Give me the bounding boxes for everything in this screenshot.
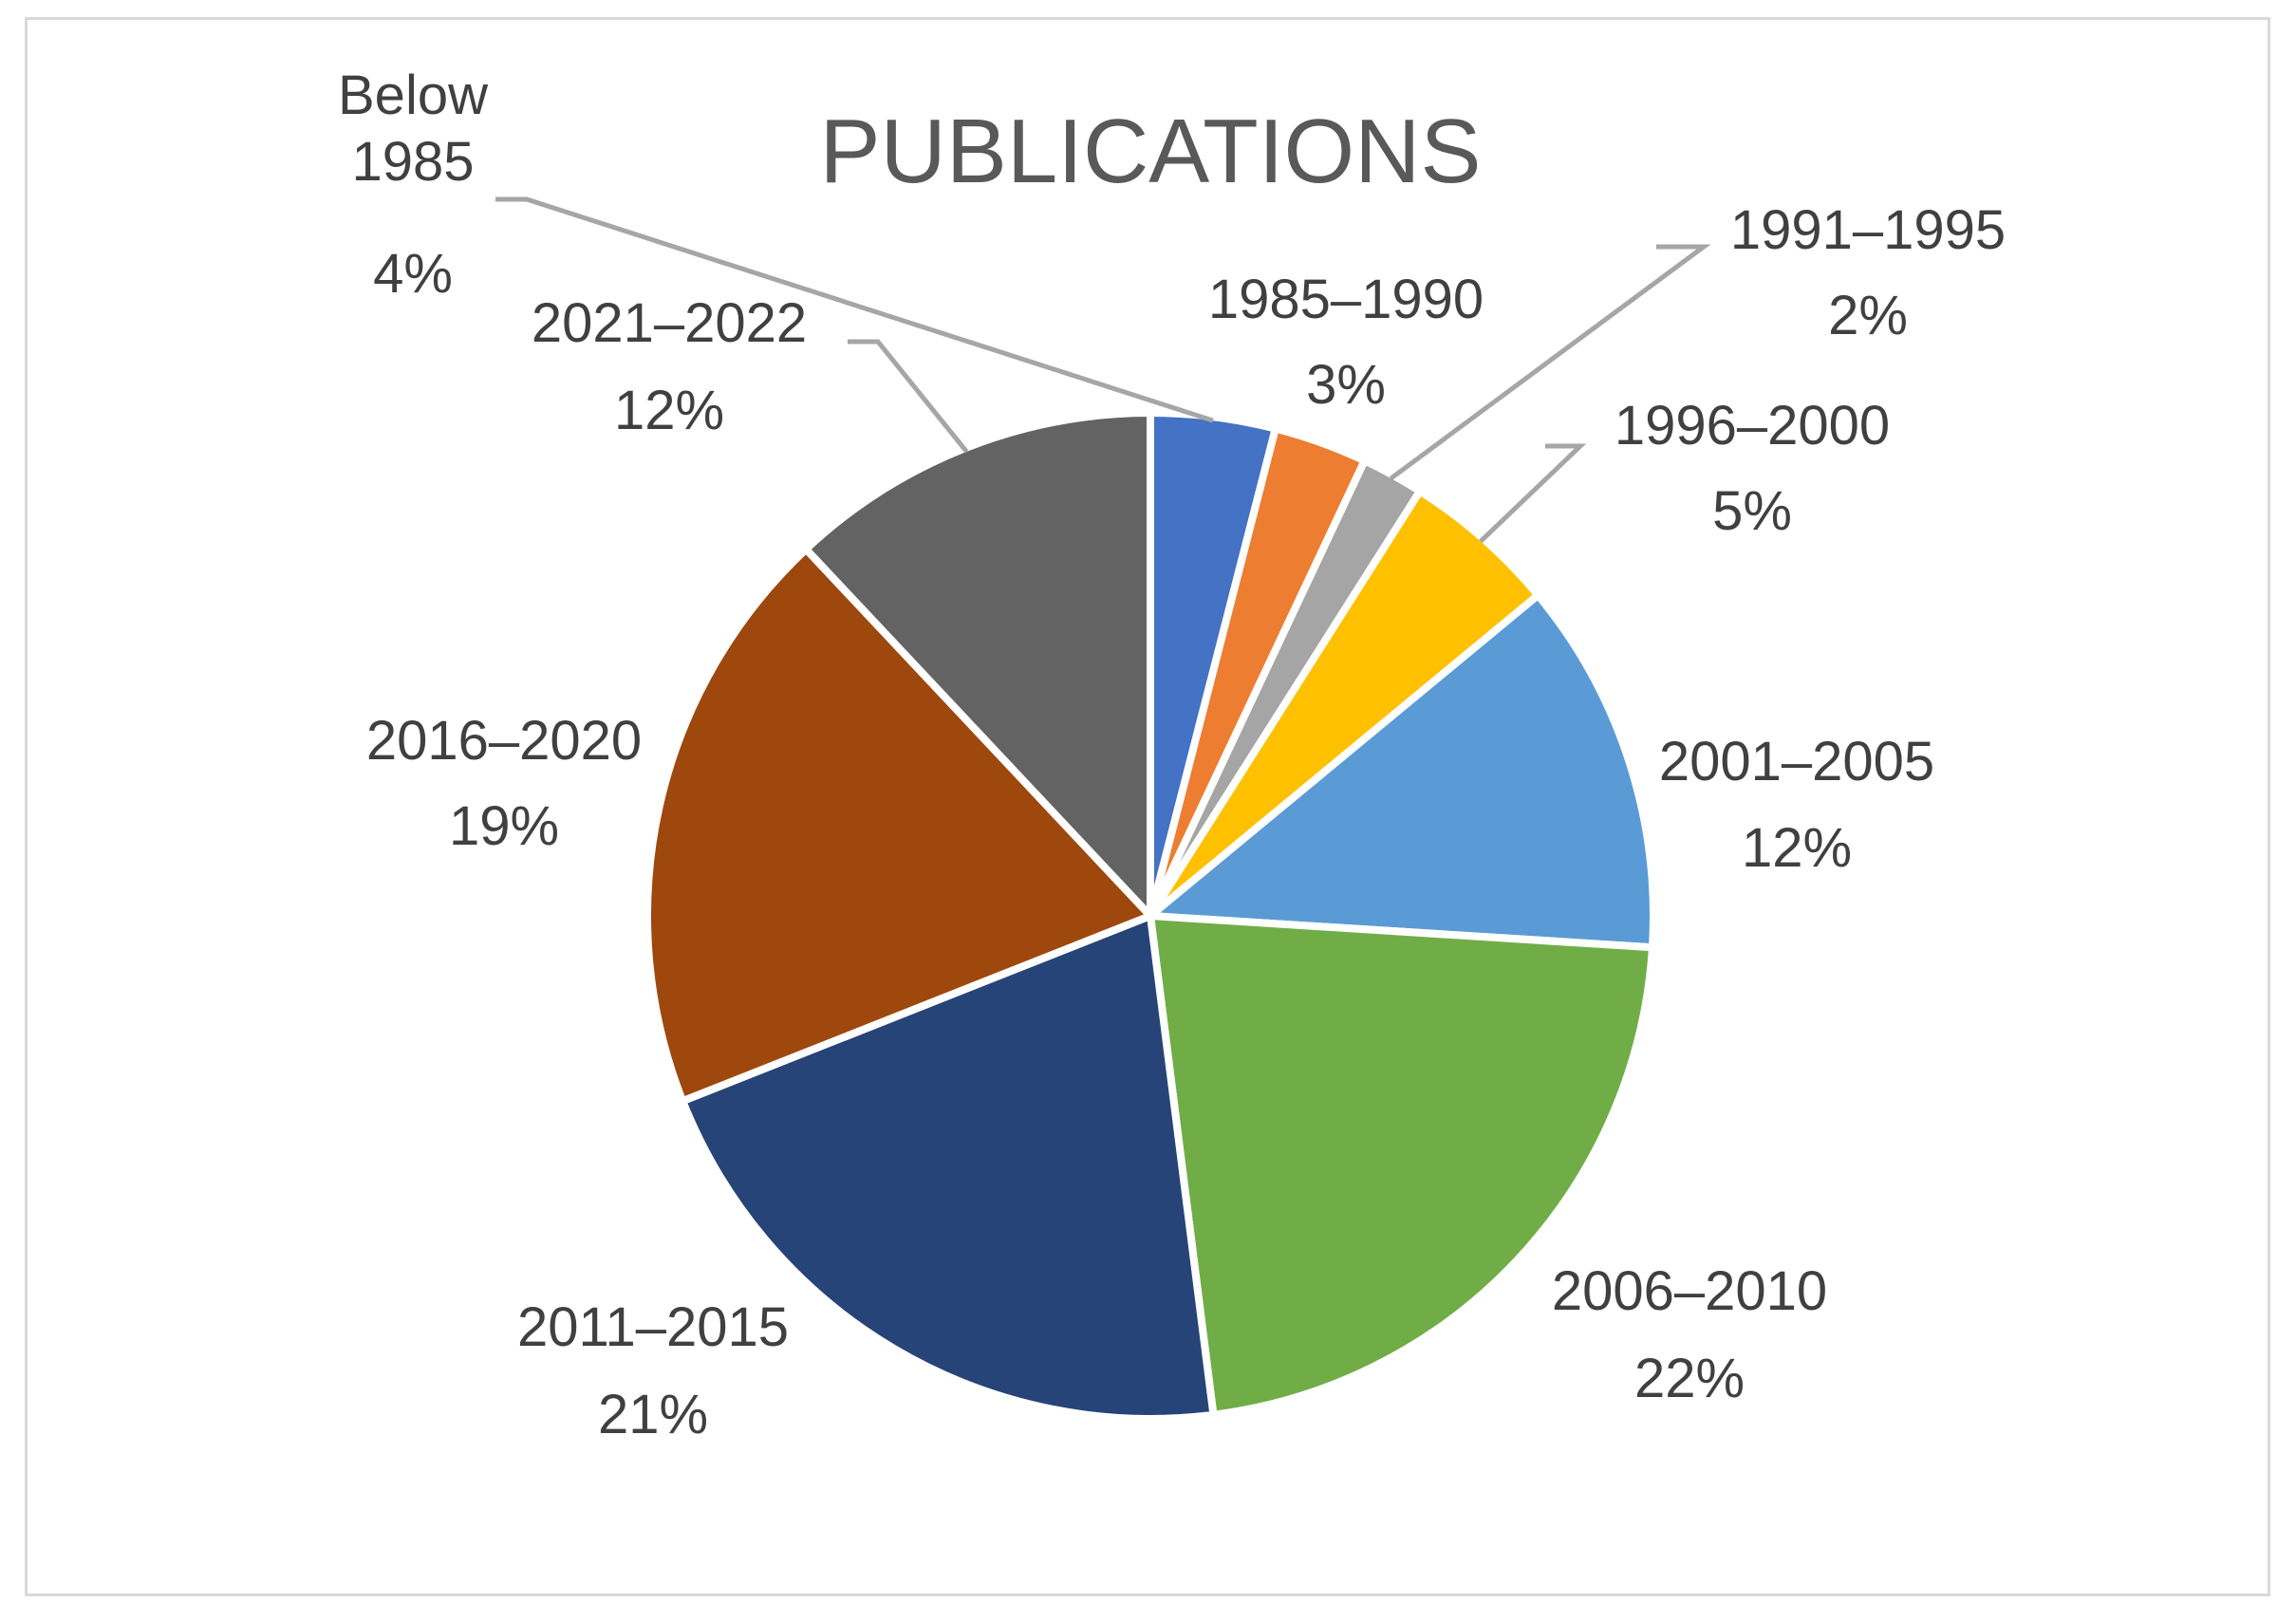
pie-slice-7 (644, 545, 1154, 1106)
pie-slice-5 (1147, 912, 1656, 1419)
slice-label-7-line-0: 2016–2020 (366, 710, 642, 772)
slice-label-4-line-0: 2001–2005 (1659, 731, 1934, 792)
slice-label-0-line-2: 4% (373, 243, 453, 305)
slice-label-0-line-0: Below (338, 65, 489, 126)
slice-label-3-line-1: 5% (1712, 480, 1792, 542)
slice-label-5-line-1: 22% (1634, 1348, 1745, 1409)
chart-title: PUBLICATIONS (819, 101, 1481, 202)
slice-label-0-line-1: 1985 (351, 131, 474, 193)
leader-lines (495, 196, 1711, 544)
slice-label-5-line-0: 2006–2010 (1552, 1260, 1827, 1322)
pie-slices (644, 409, 1657, 1423)
slice-label-2-line-0: 1991–1995 (1730, 199, 2006, 261)
leader-line-2 (1389, 244, 1711, 481)
leader-line-3 (1479, 443, 1587, 544)
pie-slice-4 (1147, 591, 1657, 952)
slice-label-3-line-0: 1996–2000 (1615, 395, 1890, 456)
slice-label-6-line-0: 2011–2015 (517, 1296, 789, 1358)
slice-label-6-line-1: 21% (598, 1384, 708, 1445)
slice-label-1-line-1: 3% (1306, 354, 1386, 416)
pie-slice-6 (679, 912, 1218, 1423)
slice-label-7-line-1: 19% (449, 795, 559, 857)
slice-label-8-line-0: 2021–2022 (532, 292, 807, 354)
slice-label-1-line-0: 1985–1990 (1208, 269, 1484, 330)
slice-label-8-line-1: 12% (614, 380, 724, 441)
leader-line-8 (848, 339, 969, 454)
leader-line-0 (495, 196, 1214, 423)
slice-label-4-line-1: 12% (1742, 817, 1852, 879)
slice-label-2-line-1: 2% (1828, 285, 1908, 346)
